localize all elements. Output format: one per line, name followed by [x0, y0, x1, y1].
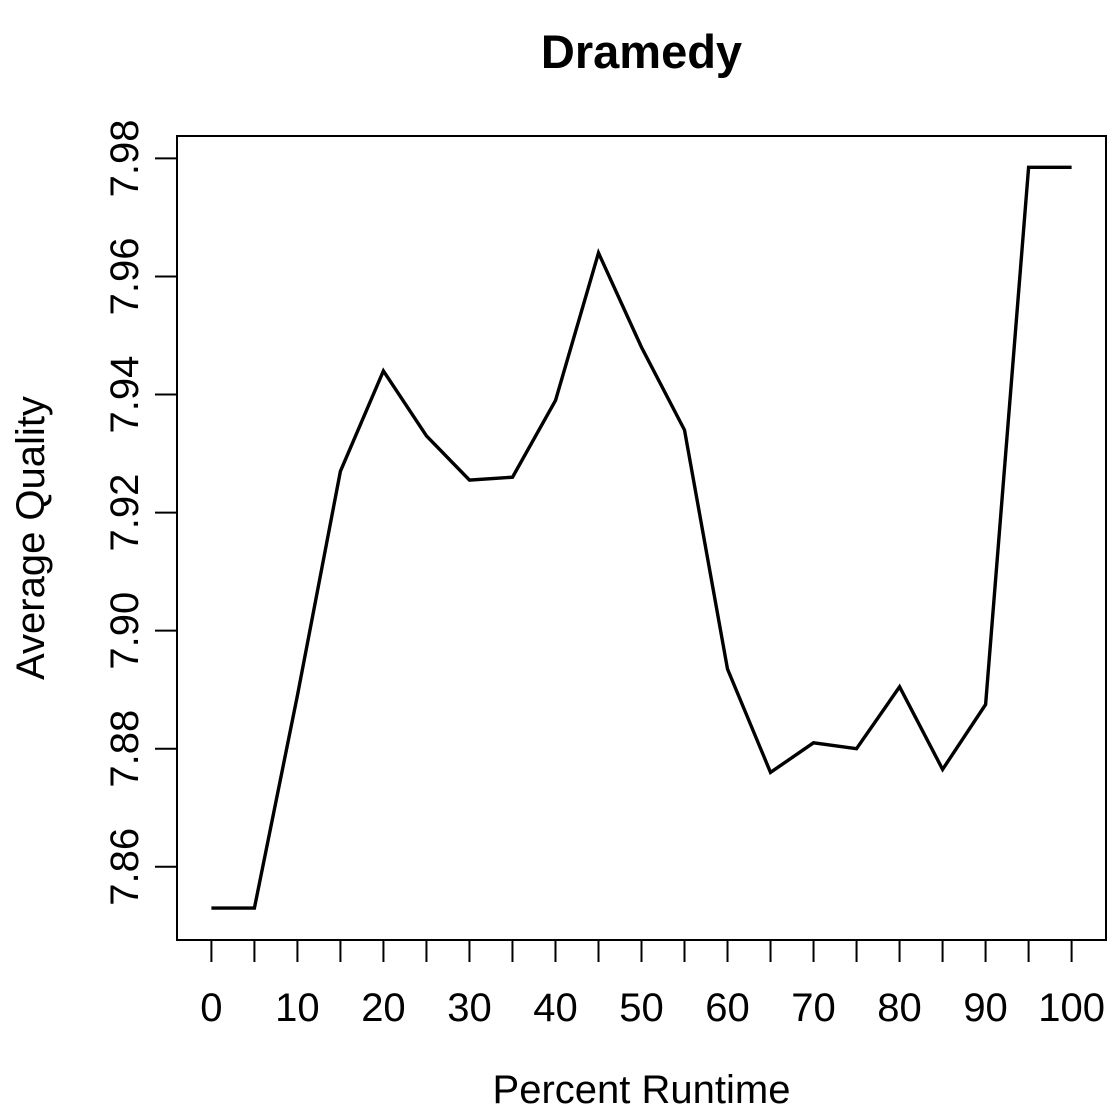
x-tick-label: 10	[275, 986, 320, 1030]
x-tick-label: 60	[705, 986, 750, 1030]
y-tick-label: 7.98	[103, 120, 147, 198]
chart-title: Dramedy	[541, 25, 742, 78]
x-axis-title: Percent Runtime	[493, 1068, 791, 1112]
x-tick-label: 70	[791, 986, 836, 1030]
plot-area-border	[176, 135, 1107, 941]
y-tick-label: 7.90	[103, 592, 147, 670]
y-axis-title: Average Quality	[9, 396, 53, 680]
x-tick-label: 20	[361, 986, 406, 1030]
x-tick-label: 90	[963, 986, 1008, 1030]
x-tick-label: 100	[1038, 986, 1105, 1030]
x-tick-label: 40	[533, 986, 578, 1030]
y-tick-label: 7.86	[103, 828, 147, 906]
y-tick-label: 7.92	[103, 474, 147, 552]
x-tick-label: 0	[200, 986, 222, 1030]
x-tick-label: 50	[619, 986, 664, 1030]
x-tick-label: 30	[447, 986, 492, 1030]
y-tick-label: 7.88	[103, 710, 147, 788]
y-tick-label: 7.94	[103, 356, 147, 434]
x-tick-label: 80	[877, 986, 922, 1030]
y-tick-label: 7.96	[103, 238, 147, 316]
data-line	[211, 165, 1072, 910]
